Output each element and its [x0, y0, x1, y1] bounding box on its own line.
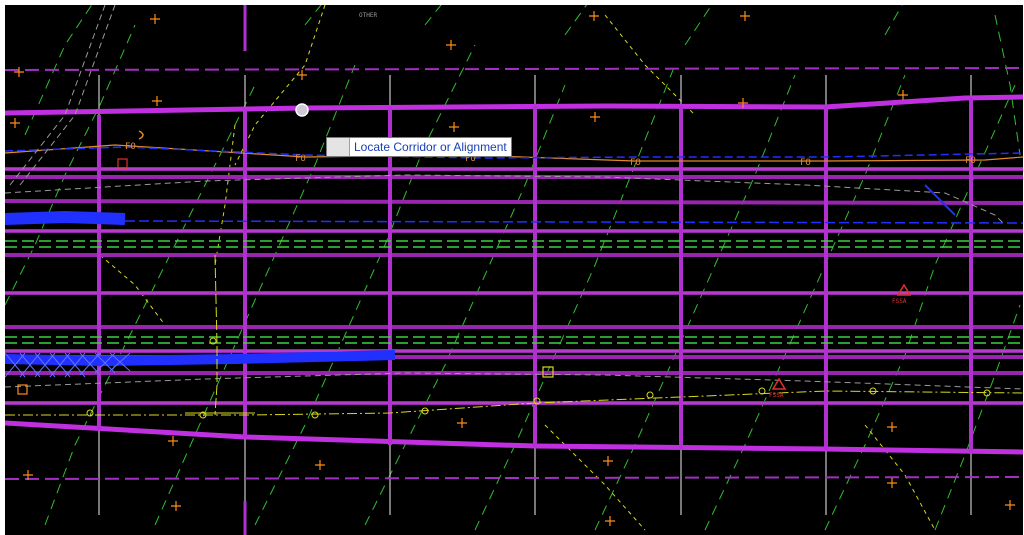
svg-text:FSSA: FSSA [892, 298, 907, 305]
cad-viewport[interactable]: FO FO FO FO FO FO OTHER FSSA FSSA Locate… [5, 5, 1023, 535]
svg-text:FO: FO [125, 142, 136, 152]
station-bars [97, 98, 973, 452]
box-marker-icon [17, 384, 28, 395]
gas-line [5, 254, 1023, 416]
gas-markers [86, 337, 991, 419]
locate-tooltip-label: Locate Corridor or Alignment [350, 138, 511, 156]
svg-text:FO: FO [965, 156, 976, 166]
svg-text:FO: FO [800, 158, 811, 168]
hook-marker-icon [138, 130, 144, 140]
svg-text:FO: FO [295, 154, 306, 164]
box-marker-icon [542, 366, 554, 378]
svg-text:FO: FO [630, 158, 641, 168]
other-label: OTHER [359, 12, 377, 19]
plus-marker-icon [10, 11, 1015, 526]
fo-labels: FO FO FO FO FO FO [125, 142, 976, 168]
right-of-way-lines [5, 67, 1023, 480]
locate-tool-icon [327, 138, 350, 156]
corridor-drawing[interactable]: FO FO FO FO FO FO OTHER FSSA FSSA [5, 5, 1023, 535]
square-marker-icon [117, 158, 128, 169]
svg-text:FSSA: FSSA [769, 392, 784, 399]
drawing-background [5, 5, 1023, 535]
water-line [5, 146, 1023, 367]
water-hatch [5, 352, 131, 378]
locate-tooltip: Locate Corridor or Alignment [326, 137, 512, 157]
svg-text:FO: FO [465, 154, 476, 164]
triangle-marker-icon: FSSA FSSA [769, 283, 912, 399]
corridor-template-highlights [5, 168, 1023, 404]
circle-cursor-icon [295, 103, 309, 117]
existing-edge [5, 5, 1023, 390]
